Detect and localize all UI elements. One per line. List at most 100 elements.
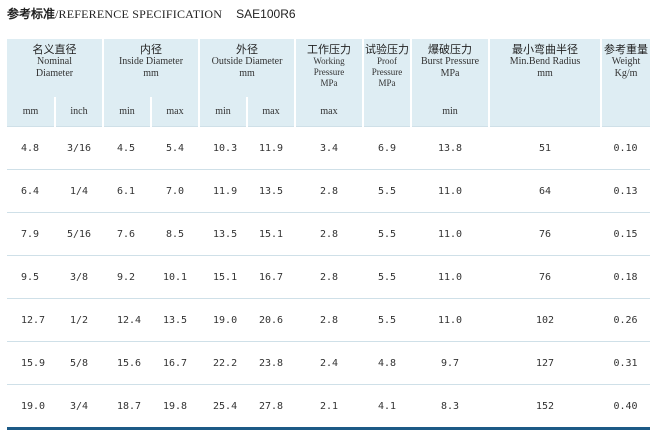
cell-weight: 0.40: [601, 384, 651, 430]
cell-min-bend-radius: 51: [489, 126, 602, 170]
cell-id-max: 13.5: [151, 298, 200, 342]
header-burst-pressure: 爆破压力 Burst Pressure MPa: [410, 39, 490, 97]
cell-burst-pressure: 11.0: [411, 298, 490, 342]
cell-od-min: 13.5: [199, 212, 248, 256]
cell-proof-pressure: 5.5: [363, 298, 412, 342]
table-row: 7.9 5/16 7.6 8.5 13.5 15.1 2.8 5.5 11.0 76 0.15: [7, 212, 651, 256]
cell-od-max: 16.7: [247, 255, 296, 299]
subheader-od-min: min: [198, 97, 248, 127]
header-en: Nominal: [37, 56, 72, 67]
cell-id-max: 7.0: [151, 169, 200, 213]
table-row: 15.9 5/8 15.6 16.7 22.2 23.8 2.4 4.8 9.7 127 0.31: [7, 341, 651, 385]
cell-nominal-mm: 9.5: [7, 255, 55, 299]
header-zh: 最小弯曲半径: [512, 43, 579, 56]
cell-working-pressure: 2.4: [295, 341, 364, 385]
cell-od-min: 19.0: [199, 298, 248, 342]
header-zh: 爆破压力: [428, 43, 473, 56]
cell-id-max: 5.4: [151, 126, 200, 170]
cell-working-pressure: 2.1: [295, 384, 364, 430]
subheader-row: mm inch min max min max max min: [7, 97, 650, 127]
cell-id-min: 6.1: [103, 169, 151, 213]
cell-od-min: 10.3: [199, 126, 248, 170]
cell-nominal-inch: 3/16: [55, 126, 103, 170]
cell-od-max: 13.5: [247, 169, 296, 213]
header-outside-diameter: 外径 Outside Diameter mm: [198, 39, 296, 97]
header-en: Outside Diameter: [211, 56, 283, 67]
table-row: 9.5 3/8 9.2 10.1 15.1 16.7 2.8 5.5 11.0 76 0.18: [7, 255, 651, 299]
header-en: MPa: [378, 78, 396, 88]
header-weight: 参考重量 Weight Kg/m: [600, 39, 651, 127]
cell-od-max: 11.9: [247, 126, 296, 170]
cell-weight: 0.31: [601, 341, 651, 385]
cell-od-min: 15.1: [199, 255, 248, 299]
cell-proof-pressure: 4.8: [363, 341, 412, 385]
header-en: Weight: [611, 56, 641, 67]
cell-od-min: 22.2: [199, 341, 248, 385]
cell-burst-pressure: 11.0: [411, 169, 490, 213]
subheader-burst-min: min: [410, 97, 490, 127]
table-row: 12.7 1/2 12.4 13.5 19.0 20.6 2.8 5.5 11.0 102 0.26: [7, 298, 651, 342]
cell-min-bend-radius: 64: [489, 169, 602, 213]
subheader-id-max: max: [149, 97, 200, 127]
cell-id-max: 8.5: [151, 212, 200, 256]
cell-working-pressure: 2.8: [295, 298, 364, 342]
header-zh: 参考重量: [604, 43, 649, 56]
cell-proof-pressure: 6.9: [363, 126, 412, 170]
header-min-bend-radius: 最小弯曲半径 Min.Bend Radius mm: [488, 39, 602, 127]
cell-id-min: 7.6: [103, 212, 151, 256]
cell-burst-pressure: 13.8: [411, 126, 490, 170]
header-en: mm: [239, 68, 255, 79]
header-zh: 试验压力: [365, 43, 410, 56]
cell-min-bend-radius: 152: [489, 384, 602, 430]
subheader-nominal-inch: inch: [54, 97, 103, 127]
cell-burst-pressure: 11.0: [411, 255, 490, 299]
cell-min-bend-radius: 76: [489, 255, 602, 299]
cell-proof-pressure: 5.5: [363, 169, 412, 213]
header-en: mm: [537, 68, 553, 79]
cell-proof-pressure: 5.5: [363, 212, 412, 256]
subheader-working-max: max: [294, 97, 364, 127]
cell-nominal-mm: 4.8: [7, 126, 55, 170]
spec-title: 参考标准/REFERENCE SPECIFICATION SAE100R6: [7, 6, 296, 22]
cell-nominal-inch: 1/4: [55, 169, 103, 213]
title-standard: SAE100R6: [236, 7, 296, 21]
cell-od-max: 15.1: [247, 212, 296, 256]
header-zh: 外径: [236, 43, 259, 56]
cell-id-min: 15.6: [103, 341, 151, 385]
cell-burst-pressure: 11.0: [411, 212, 490, 256]
cell-burst-pressure: 8.3: [411, 384, 490, 430]
header-en: Kg/m: [614, 68, 638, 79]
header-en: mm: [143, 68, 159, 79]
header-working-pressure: 工作压力 Working Pressure MPa: [294, 39, 364, 97]
header-en: Proof: [377, 56, 398, 66]
cell-nominal-inch: 5/16: [55, 212, 103, 256]
header-row: 名义直径 Nominal Diameter 内径 Inside Diameter…: [7, 39, 651, 127]
header-en: Min.Bend Radius: [509, 56, 581, 67]
cell-weight: 0.18: [601, 255, 651, 299]
cell-id-max: 19.8: [151, 384, 200, 430]
cell-od-max: 27.8: [247, 384, 296, 430]
cell-min-bend-radius: 76: [489, 212, 602, 256]
table-row: 19.0 3/4 18.7 19.8 25.4 27.8 2.1 4.1 8.3 152 0.40: [7, 384, 651, 430]
header-zh: 工作压力: [307, 43, 352, 56]
header-en: Burst Pressure: [420, 56, 480, 67]
cell-weight: 0.26: [601, 298, 651, 342]
cell-id-min: 4.5: [103, 126, 151, 170]
cell-weight: 0.15: [601, 212, 651, 256]
cell-nominal-inch: 1/2: [55, 298, 103, 342]
header-en: Pressure: [371, 67, 403, 77]
table-row: 4.8 3/16 4.5 5.4 10.3 11.9 3.4 6.9 13.8 51 0.10: [7, 126, 651, 170]
header-en: Inside Diameter: [118, 56, 184, 67]
header-nominal-diameter: 名义直径 Nominal Diameter: [7, 39, 103, 97]
cell-burst-pressure: 9.7: [411, 341, 490, 385]
subheader-id-min: min: [102, 97, 151, 127]
cell-od-min: 11.9: [199, 169, 248, 213]
title-zh: 参考标准: [7, 7, 56, 21]
header-zh: 名义直径: [32, 43, 77, 56]
cell-nominal-mm: 7.9: [7, 212, 55, 256]
header-en: Pressure: [313, 67, 345, 77]
cell-nominal-mm: 12.7: [7, 298, 55, 342]
cell-id-max: 10.1: [151, 255, 200, 299]
cell-od-max: 23.8: [247, 341, 296, 385]
cell-weight: 0.13: [601, 169, 651, 213]
